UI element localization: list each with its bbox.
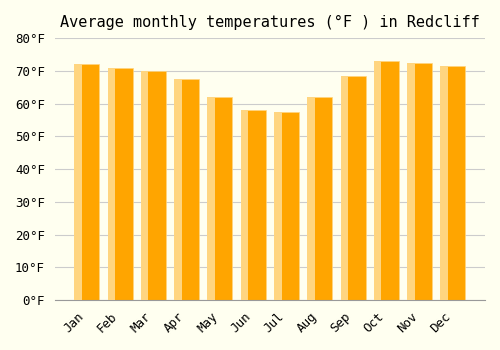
- Bar: [174, 79, 199, 300]
- Bar: [74, 64, 99, 300]
- Bar: [141, 71, 148, 300]
- Bar: [174, 79, 182, 300]
- Bar: [374, 61, 399, 300]
- Bar: [407, 63, 414, 300]
- Bar: [208, 97, 233, 300]
- Bar: [407, 63, 432, 300]
- Bar: [440, 66, 466, 300]
- Bar: [274, 112, 299, 300]
- Bar: [108, 68, 132, 300]
- Bar: [74, 64, 82, 300]
- Bar: [374, 61, 382, 300]
- Bar: [308, 97, 332, 300]
- Bar: [240, 110, 266, 300]
- Bar: [240, 110, 248, 300]
- Bar: [141, 71, 166, 300]
- Title: Average monthly temperatures (°F ) in Redcliff: Average monthly temperatures (°F ) in Re…: [60, 15, 480, 30]
- Bar: [340, 76, 348, 300]
- Bar: [440, 66, 448, 300]
- Bar: [274, 112, 281, 300]
- Bar: [308, 97, 315, 300]
- Bar: [208, 97, 215, 300]
- Bar: [340, 76, 365, 300]
- Bar: [108, 68, 115, 300]
